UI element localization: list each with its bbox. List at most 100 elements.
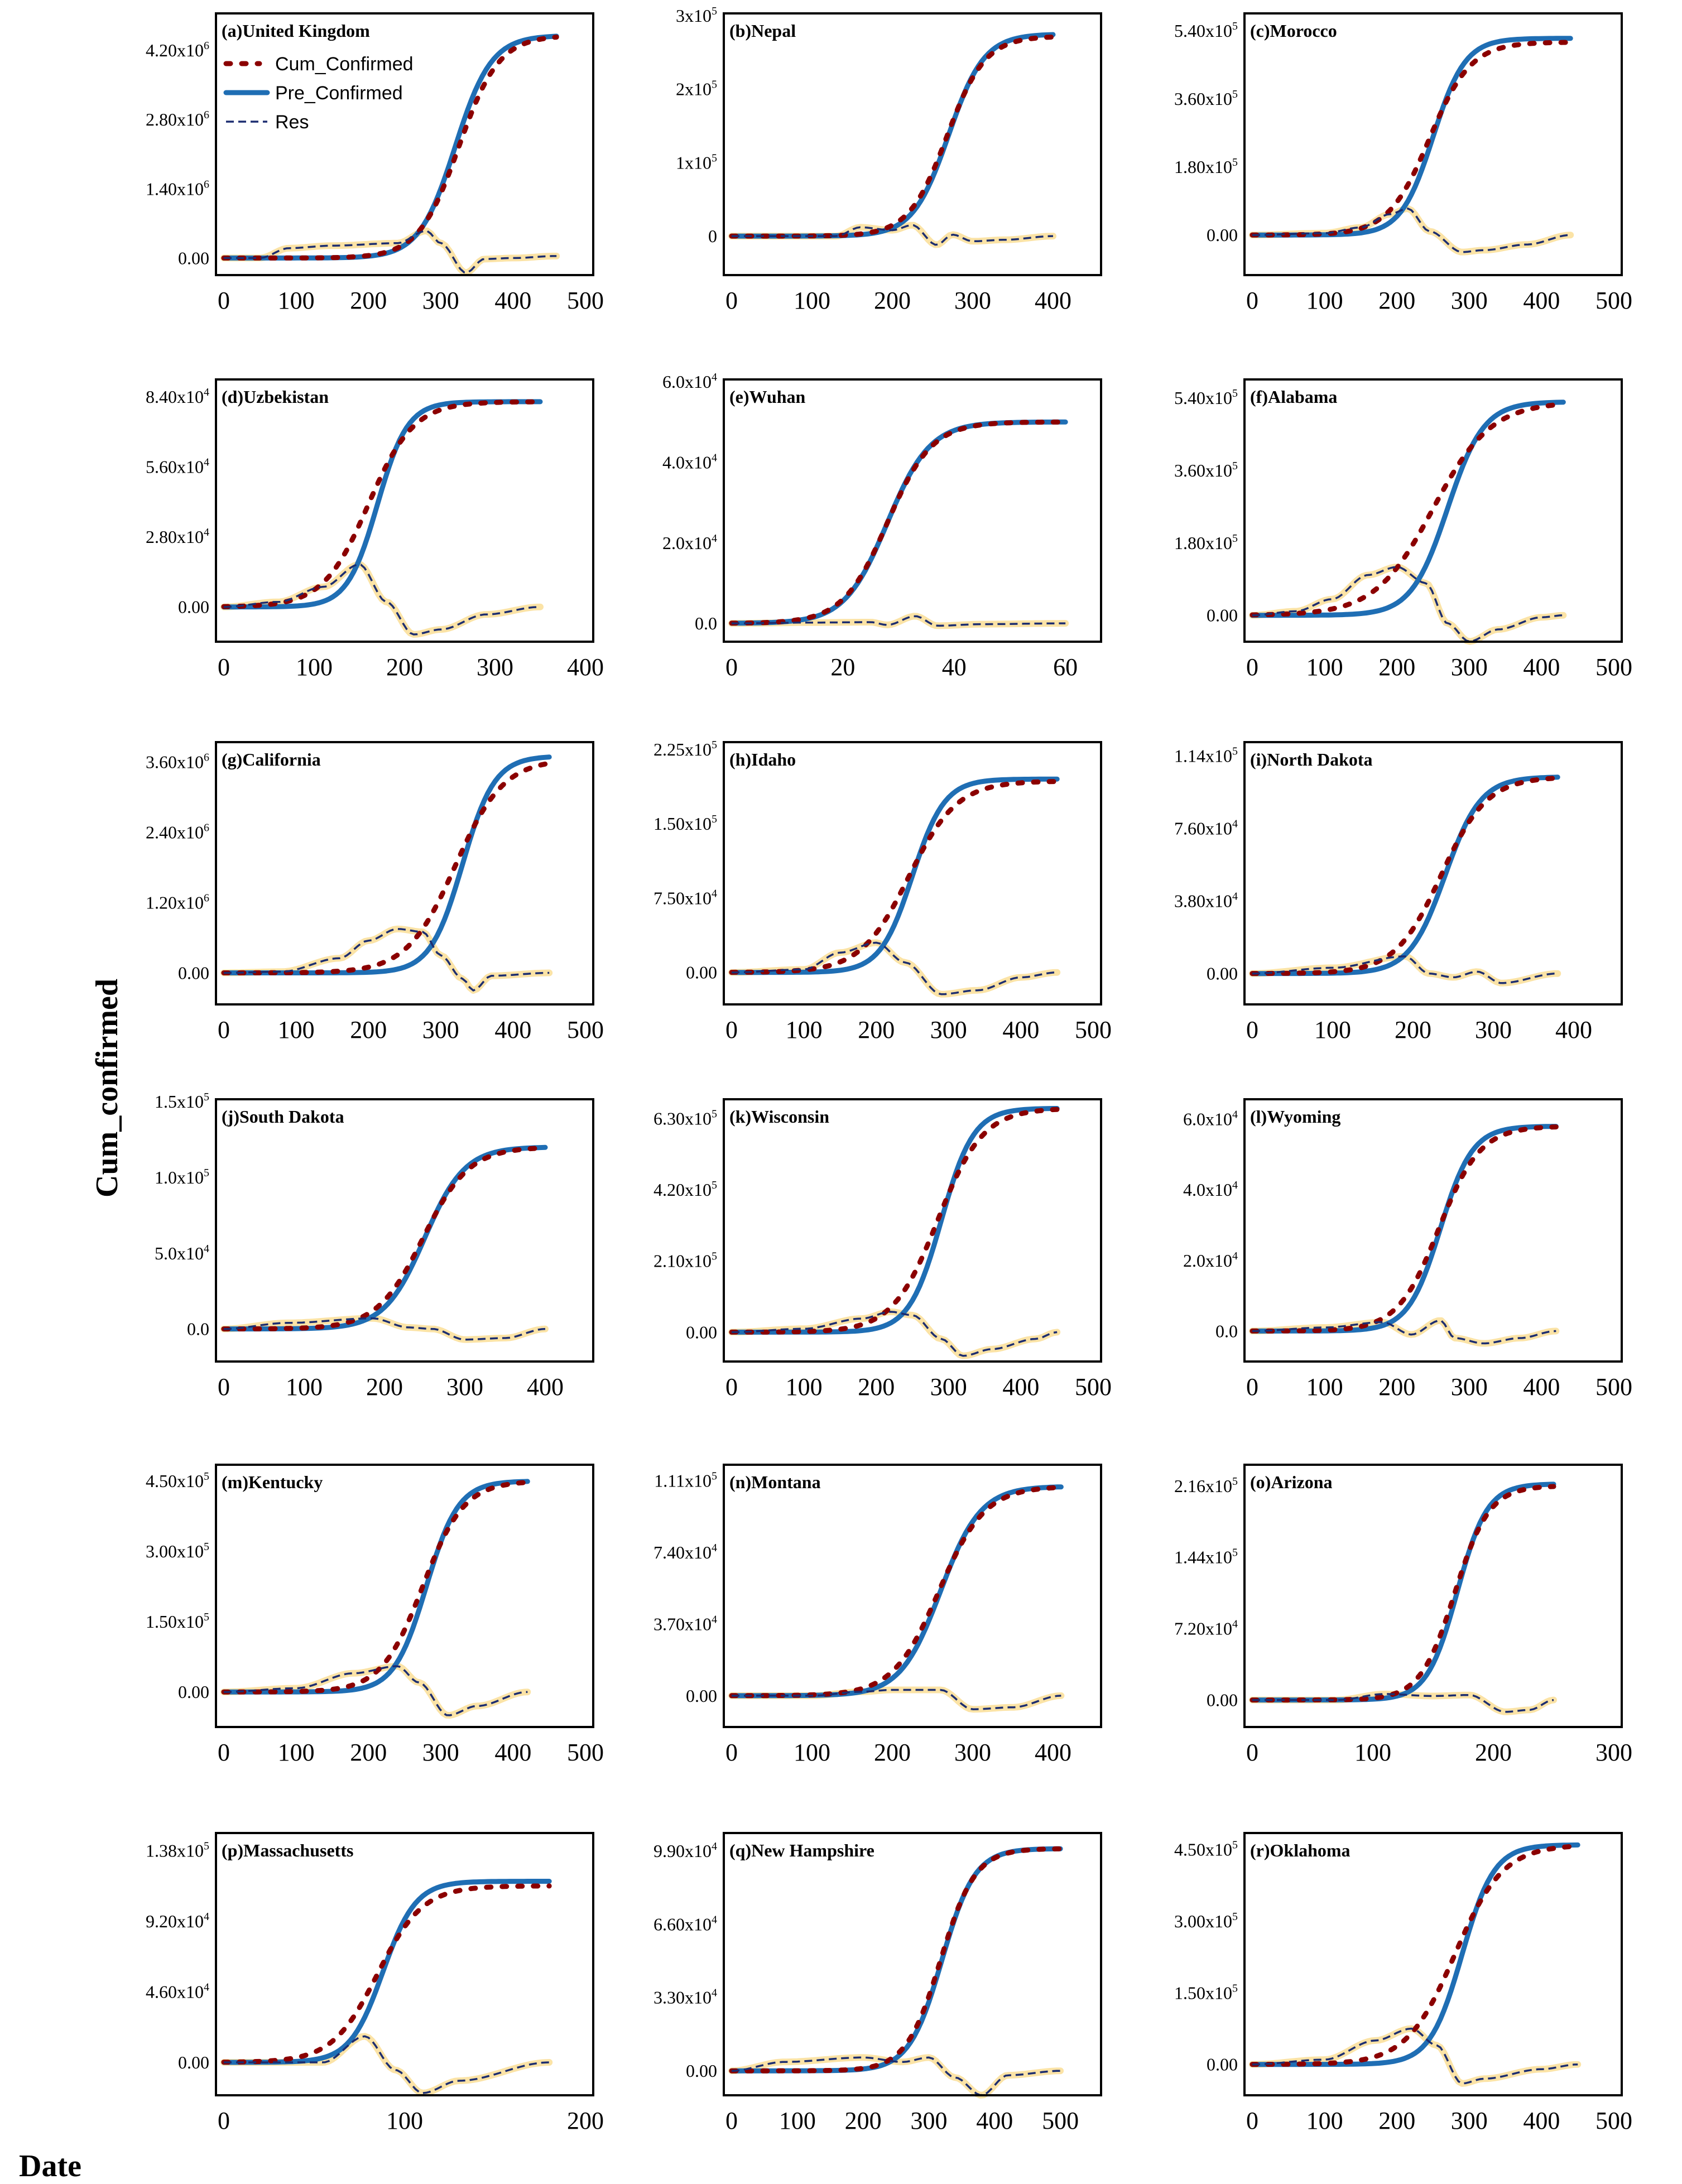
pre-confirmed-line — [1250, 400, 1566, 618]
cum-confirmed-line — [221, 761, 552, 975]
pre-confirmed-line — [221, 1879, 552, 2065]
y-tick-label: 0.00 — [178, 248, 209, 268]
y-tick-label: 3.60x106 — [146, 752, 209, 772]
y-tick-exponent: 5 — [204, 1470, 209, 1483]
cum-confirmed-line — [221, 1883, 552, 2065]
y-tick-label: 2.0x104 — [662, 532, 717, 553]
y-axis-label: Cum_confirmed — [90, 979, 124, 1197]
y-tick-label: 2x105 — [676, 79, 717, 99]
y-tick-label: 6.30x105 — [653, 1108, 717, 1128]
pre-confirmed-line — [221, 754, 552, 975]
panel-frame — [723, 1098, 1102, 1363]
x-tick-label: 200 — [386, 653, 423, 681]
y-tick-label: 7.40x104 — [653, 1542, 717, 1562]
x-tick-label: 0 — [218, 1016, 230, 1043]
panel-9: 0.00 3.80x104 7.60x104 1.14x105 0 100 200 300 40… — [1174, 741, 1623, 1043]
y-tick-label: 4.60x104 — [146, 1981, 209, 2002]
y-tick-exponent: 5 — [712, 813, 717, 825]
y-tick-label: 5.60x104 — [146, 456, 209, 477]
pre-confirmed-line — [729, 776, 1060, 975]
y-tick-exponent: 5 — [712, 1179, 717, 1191]
y-tick-label: 2.80x106 — [146, 109, 209, 129]
res-line — [224, 230, 557, 274]
y-tick-label: 4.0x104 — [1183, 1179, 1238, 1200]
panel-11: 0.00 2.10x105 4.20x105 6.30x105 0 100 200 300 40… — [653, 1098, 1112, 1401]
panel-10: 0.0 5.0x104 1.0x105 1.5x105 0 100 200 300 400 (j)… — [155, 1091, 594, 1401]
panel-frame — [215, 1098, 594, 1363]
panel-frame — [215, 378, 594, 643]
x-tick-label: 400 — [1523, 287, 1560, 314]
panel-frame — [215, 741, 594, 1006]
y-tick-label: 4.20x105 — [653, 1179, 717, 1200]
res-line — [1252, 566, 1564, 643]
y-tick-label: 5.40x105 — [1174, 387, 1238, 408]
y-tick-label: 0.00 — [1207, 225, 1238, 245]
x-tick-label: 100 — [786, 1373, 823, 1401]
x-tick-label: 400 — [1523, 2107, 1560, 2134]
x-tick-label: 300 — [1451, 1373, 1488, 1401]
x-tick-label: 0 — [218, 653, 230, 681]
y-tick-label: 7.20x104 — [1174, 1618, 1238, 1639]
pre-confirmed-line — [221, 1144, 548, 1332]
cum-confirmed-line — [221, 1145, 548, 1332]
x-tick-label: 400 — [1523, 653, 1560, 681]
y-tick-label: 3.80x104 — [1174, 891, 1238, 911]
y-tick-label: 1.50x105 — [1174, 1982, 1238, 2003]
x-tick-label: 300 — [1451, 653, 1488, 681]
x-tick-label: 200 — [1378, 2107, 1415, 2134]
panel-1: 0.00 1.40x106 2.80x106 4.20x106 0 100 200 300 40… — [146, 12, 604, 314]
panel-title: (e)Wuhan — [729, 387, 806, 407]
x-tick-label: 400 — [527, 1373, 564, 1401]
panel-frame — [1243, 1832, 1623, 2096]
res-line — [1252, 955, 1558, 984]
y-tick-exponent: 5 — [712, 79, 717, 91]
y-tick-exponent: 5 — [712, 152, 717, 164]
y-tick-label: 4.20x106 — [146, 40, 209, 60]
y-tick-label: 1.40x106 — [146, 178, 209, 199]
panel-title: (h)Idaho — [729, 749, 796, 769]
x-tick-label: 300 — [930, 1373, 967, 1401]
x-tick-label: 500 — [1042, 2107, 1079, 2134]
cum-confirmed-line — [1250, 1844, 1580, 2067]
x-tick-label: 100 — [786, 1016, 823, 1043]
res-line — [224, 928, 550, 992]
y-tick-label: 1.38x105 — [146, 1840, 209, 1861]
x-tick-label: 0 — [725, 653, 738, 681]
x-tick-label: 500 — [1596, 2107, 1632, 2134]
x-tick-label: 400 — [1002, 1373, 1039, 1401]
x-tick-label: 0 — [218, 1739, 230, 1766]
x-tick-label: 0 — [218, 2107, 230, 2134]
x-tick-label: 0 — [725, 287, 738, 314]
res-glow-line — [728, 1686, 1065, 1713]
x-tick-label: 300 — [954, 1739, 991, 1766]
y-tick-exponent: 5 — [1232, 88, 1238, 100]
x-tick-label: 0 — [725, 2107, 738, 2134]
x-tick-label: 200 — [874, 1739, 911, 1766]
res-glow-line — [220, 925, 553, 994]
panel-title: (d)Uzbekistan — [222, 387, 329, 407]
res-line — [1252, 207, 1571, 253]
y-tick-label: 0.00 — [686, 1322, 717, 1342]
x-tick-label: 100 — [794, 287, 830, 314]
x-tick-label: 300 — [1451, 2107, 1488, 2134]
panel-frame — [1243, 741, 1623, 1006]
x-tick-label: 300 — [910, 2107, 947, 2134]
y-tick-exponent: 5 — [204, 1611, 209, 1623]
y-tick-exponent: 4 — [204, 386, 209, 398]
cum-confirmed-line — [729, 34, 1056, 239]
panel-title: (g)California — [222, 749, 321, 769]
y-tick-exponent: 4 — [1232, 1109, 1238, 1121]
panel-17: 0.00 3.30x104 6.60x104 9.90x104 0 100 200 300 40… — [653, 1832, 1102, 2134]
x-tick-label: 200 — [366, 1373, 403, 1401]
y-tick-label: 0.00 — [1207, 964, 1238, 984]
panel-frame — [723, 378, 1102, 643]
x-tick-label: 0 — [1246, 1373, 1258, 1401]
x-tick-label: 300 — [1451, 287, 1488, 314]
res-line — [732, 224, 1054, 246]
cum-confirmed-line — [1250, 401, 1566, 618]
x-tick-label: 100 — [296, 653, 333, 681]
y-tick-exponent: 4 — [1232, 891, 1238, 903]
res-glow-line — [728, 2054, 1064, 2099]
y-tick-label: 1.5x105 — [155, 1091, 209, 1112]
x-tick-label: 300 — [930, 1016, 967, 1043]
